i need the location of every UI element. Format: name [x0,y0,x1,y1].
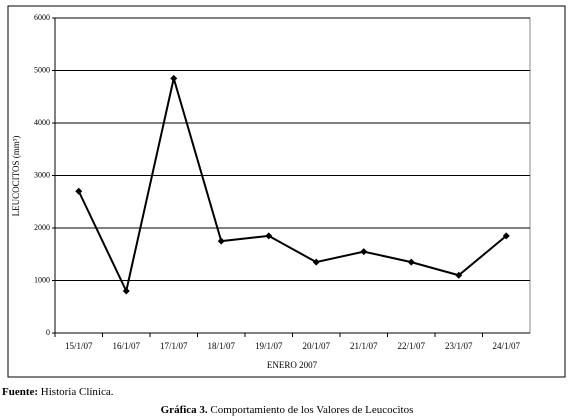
x-tick-label: 16/1/07 [112,341,140,351]
x-tick-label: 17/1/07 [160,341,188,351]
data-point [407,258,415,266]
source-note: Fuente: Historia Clínica. [2,386,114,398]
x-tick-label: 19/1/07 [255,341,283,351]
x-tick-label: 22/1/07 [397,341,425,351]
data-point [360,248,368,256]
data-line [77,78,507,295]
data-point [217,237,225,245]
x-tick-label: 20/1/07 [302,341,330,351]
y-tick-label: 1000 [34,275,50,284]
data-point [170,74,178,82]
x-tick-label: 23/1/07 [445,341,473,351]
chart-frame [7,5,566,378]
data-point [455,271,463,279]
data-point [502,232,510,240]
x-tick-label: 24/1/07 [492,341,520,351]
y-tick-label: 3000 [34,170,50,179]
y-tick-label: 5000 [34,65,50,74]
y-tick-label: 2000 [34,223,50,232]
y-tick-label: 4000 [34,118,50,127]
source-label: Fuente: [2,386,38,398]
x-axis-label: ENERO 2007 [267,360,318,370]
x-tick-label: 21/1/07 [350,341,378,351]
caption-label: Gráfica 3. [161,404,208,416]
caption: Gráfica 3. Comportamiento de los Valores… [161,404,414,416]
source-text: Historia Clínica. [41,386,114,398]
y-axis-label: LEUCOCITOS (mm³) [11,136,21,217]
data-point [75,187,83,195]
x-tick-label: 18/1/07 [207,341,235,351]
caption-text: Comportamiento de los Valores de Leucoci… [210,404,413,416]
y-tick-label: 0 [46,328,50,337]
data-point [265,232,273,240]
data-point [122,287,130,295]
y-tick-label: 6000 [34,13,50,22]
data-point [312,258,320,266]
x-tick-label: 15/1/07 [65,341,93,351]
